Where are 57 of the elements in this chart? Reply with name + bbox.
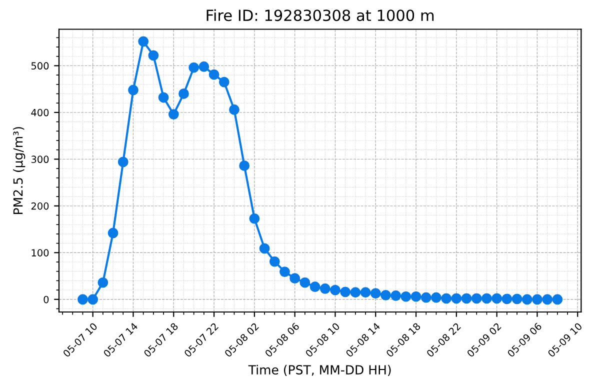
point [471, 293, 482, 304]
y-tick-label: 400 [31, 108, 49, 116]
point [158, 92, 169, 103]
point [148, 50, 159, 61]
point [259, 243, 270, 254]
point [310, 282, 320, 292]
point [320, 283, 330, 294]
y-axis-title: PM2.5 (µg/m³) [13, 127, 26, 214]
point [218, 76, 230, 88]
point [532, 294, 542, 305]
point [461, 293, 472, 304]
point [431, 292, 442, 303]
point [168, 109, 179, 120]
point [138, 36, 149, 47]
point [98, 277, 108, 288]
point [118, 156, 128, 168]
chart-title: Fire ID: 192830308 at 1000 m [206, 9, 434, 22]
point [492, 293, 502, 304]
y-tick-label: 0 [44, 296, 49, 304]
point [208, 69, 220, 80]
point [512, 294, 522, 304]
point [88, 294, 98, 305]
point [128, 84, 138, 96]
point [380, 290, 391, 300]
y-tick-label: 300 [31, 156, 49, 164]
point [420, 292, 432, 303]
point [198, 61, 210, 72]
point [400, 291, 412, 302]
y-tick-label: 200 [31, 202, 49, 210]
point [451, 293, 462, 304]
x-axis-title: Time (PST, MM-DD HH) [248, 364, 391, 376]
y-tick-label: 100 [32, 249, 49, 256]
point [522, 294, 532, 305]
y-tick-label: 500 [31, 62, 49, 70]
point [269, 256, 280, 267]
point [390, 290, 402, 301]
point [229, 104, 240, 115]
point [360, 287, 371, 298]
point [188, 62, 200, 73]
point [410, 291, 422, 302]
point [350, 287, 361, 298]
point [441, 293, 452, 304]
point [552, 294, 563, 305]
point [502, 294, 512, 304]
point [78, 294, 88, 305]
point [290, 273, 300, 284]
point [280, 266, 290, 278]
point [108, 228, 118, 238]
point [249, 213, 260, 224]
point [482, 293, 492, 304]
point [239, 160, 250, 171]
point [330, 284, 340, 296]
point [300, 277, 310, 288]
point [178, 88, 189, 99]
point [370, 288, 381, 299]
point [340, 286, 351, 298]
point [542, 294, 553, 305]
